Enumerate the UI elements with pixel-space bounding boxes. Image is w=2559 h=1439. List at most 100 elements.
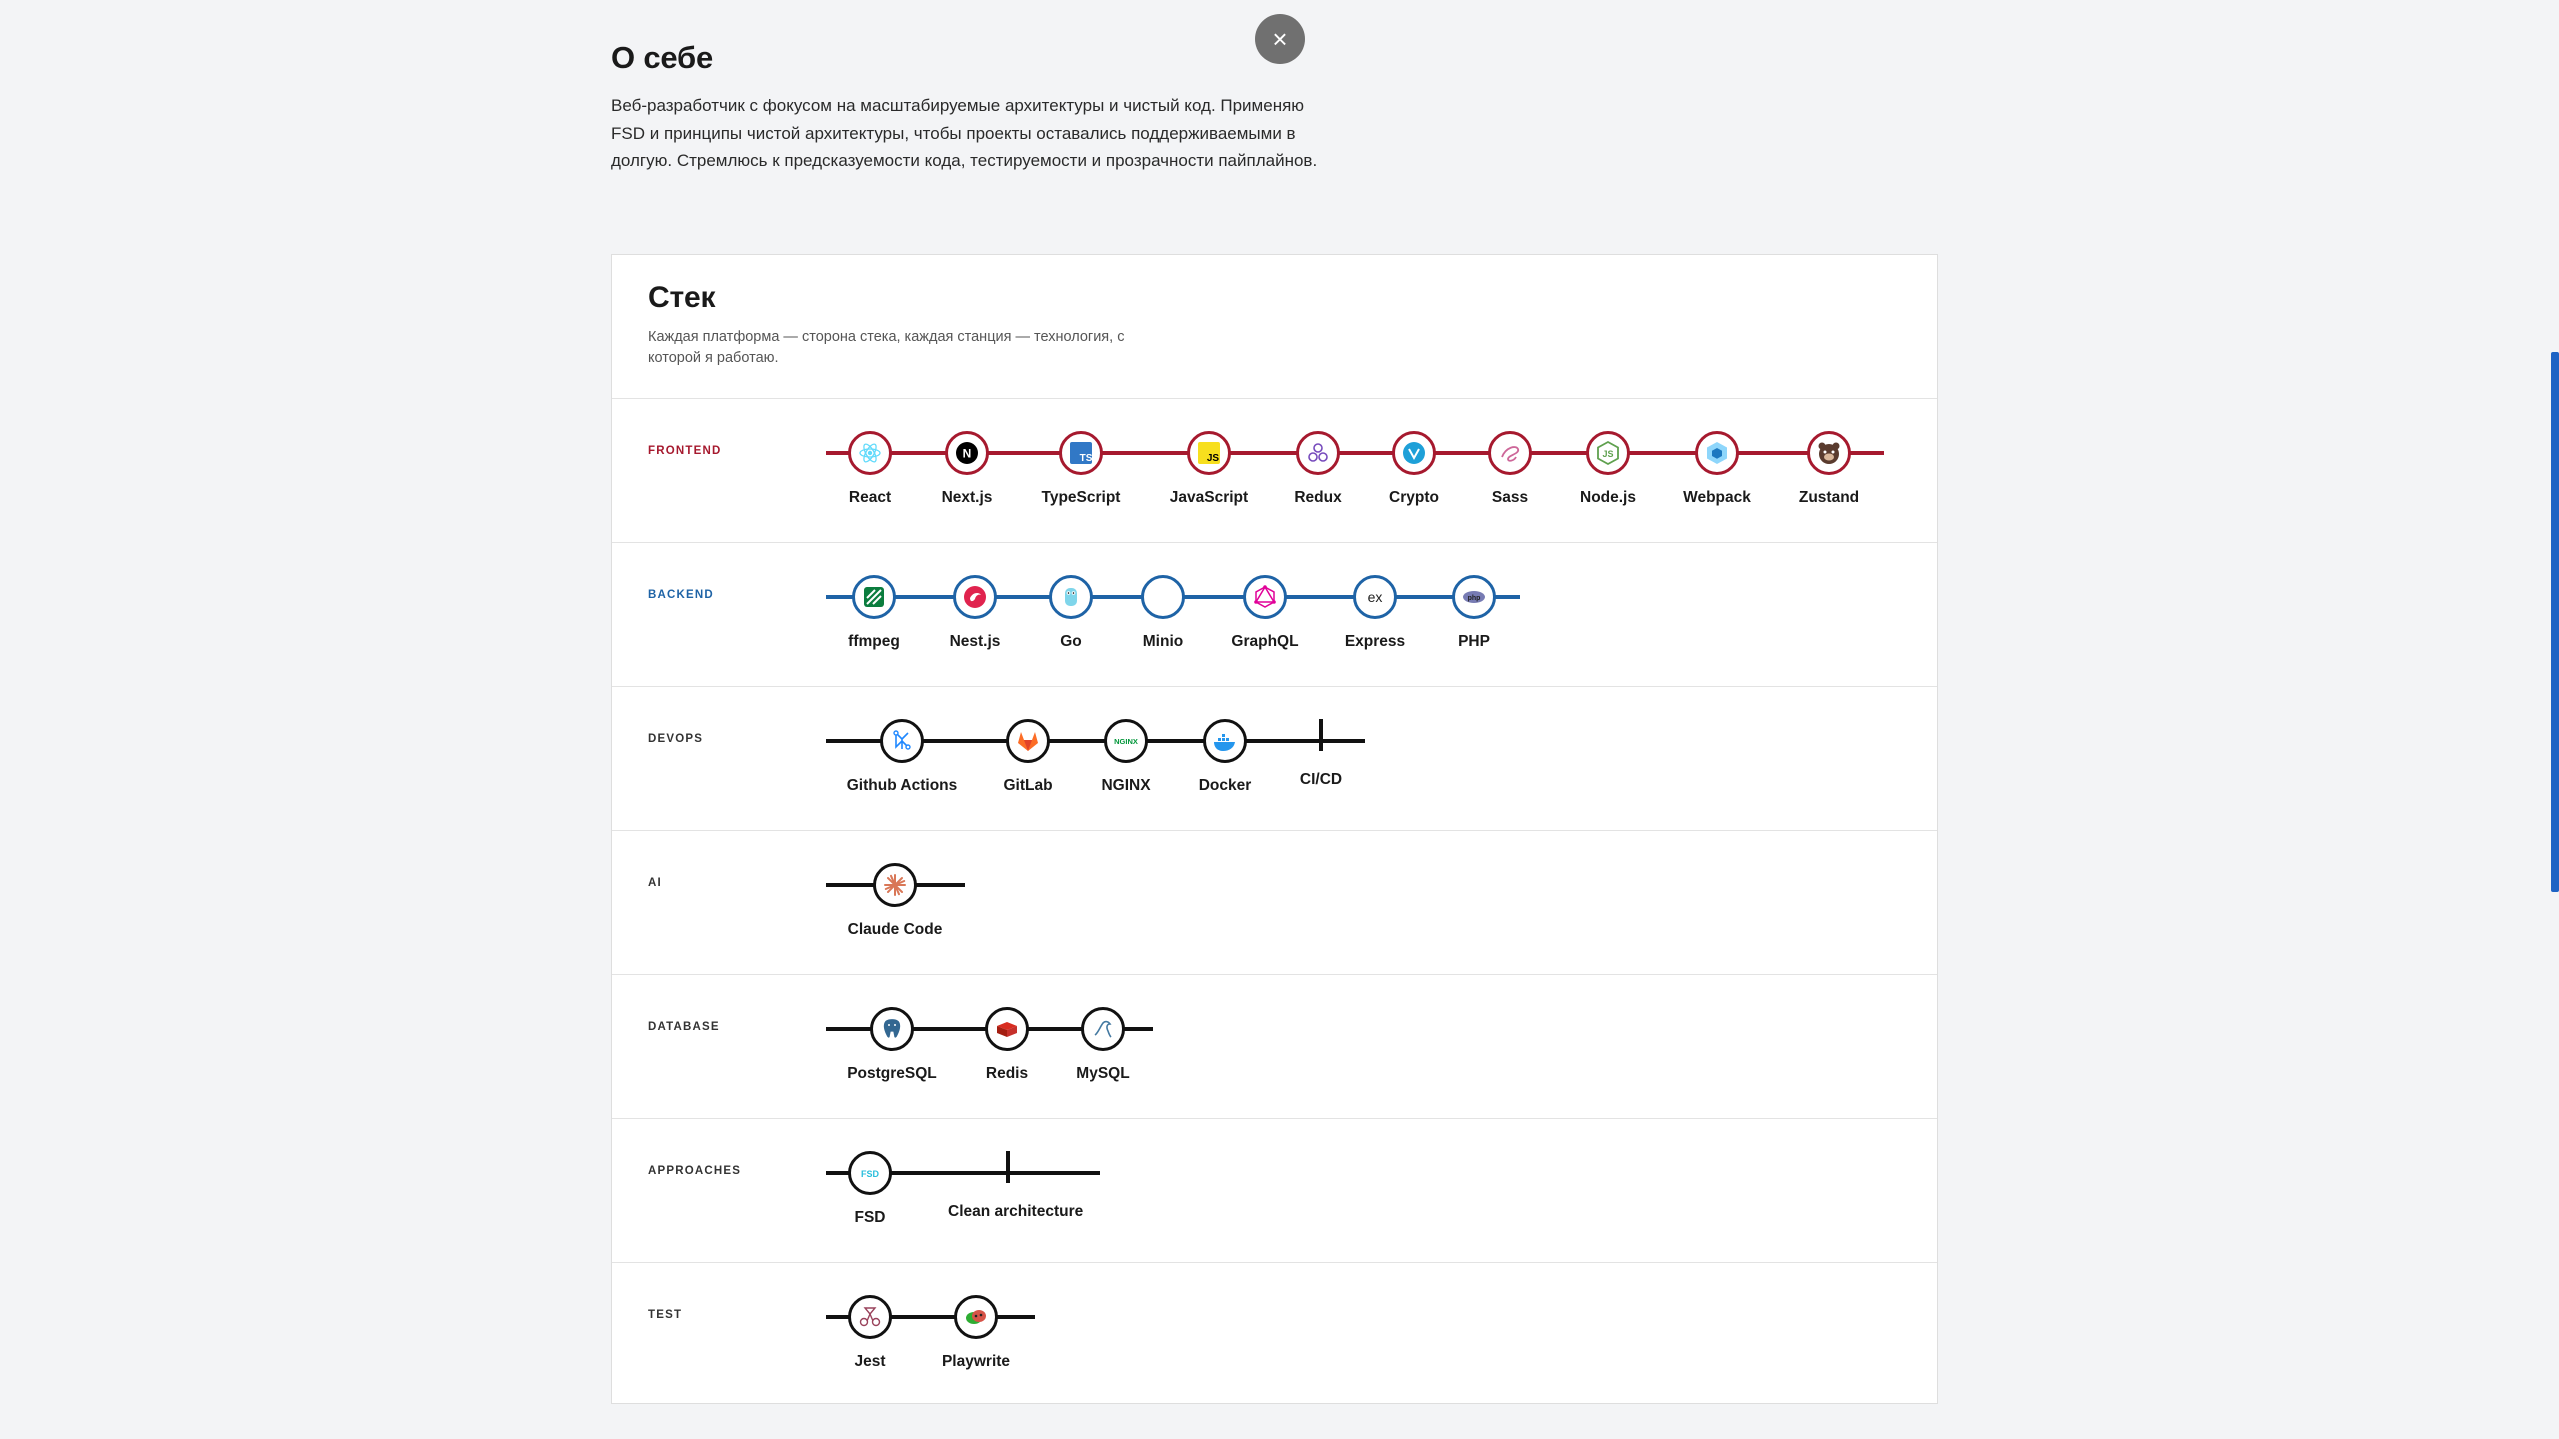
redux-icon: [1304, 439, 1332, 467]
svg-text:ex: ex: [1368, 589, 1383, 605]
station[interactable]: JS JavaScript: [1149, 431, 1269, 507]
station-circle[interactable]: [870, 1007, 914, 1051]
station-circle[interactable]: ex: [1353, 575, 1397, 619]
station[interactable]: Playwrite: [916, 1295, 1036, 1371]
station-circle[interactable]: [985, 1007, 1029, 1051]
station-circle[interactable]: TS: [1059, 431, 1103, 475]
metro-line: [826, 1171, 1100, 1175]
station-circle[interactable]: [880, 719, 924, 763]
station-circle[interactable]: [873, 863, 917, 907]
station[interactable]: MySQL: [1043, 1007, 1163, 1083]
station-circle[interactable]: [1203, 719, 1247, 763]
row-label: TEST: [648, 1309, 683, 1321]
station-label: Redis: [985, 1065, 1029, 1082]
station-circle[interactable]: [1049, 575, 1093, 619]
station-circle[interactable]: N: [945, 431, 989, 475]
station[interactable]: GraphQL: [1205, 575, 1325, 651]
station[interactable]: Crypto: [1354, 431, 1474, 507]
station[interactable]: Minio: [1103, 575, 1223, 651]
station[interactable]: Go: [1011, 575, 1131, 651]
station-circle[interactable]: FSD: [848, 1151, 892, 1195]
station[interactable]: Jest: [810, 1295, 930, 1371]
stack-row-database: DATABASE PostgreSQL Redis MySQL: [612, 975, 1937, 1119]
github-actions-icon: [888, 727, 916, 755]
stack-title: Стек: [648, 281, 716, 314]
scrollbar[interactable]: [2551, 352, 2559, 892]
station-label: Playwrite: [941, 1353, 1011, 1370]
station[interactable]: FSD FSD: [810, 1151, 930, 1227]
station-circle[interactable]: [1695, 431, 1739, 475]
station-circle[interactable]: [1488, 431, 1532, 475]
station[interactable]: Clean architecture: [948, 1151, 1083, 1221]
gitlab-icon: [1014, 727, 1042, 755]
station-label: PostgreSQL: [847, 1065, 937, 1082]
station-circle[interactable]: JS: [1586, 431, 1630, 475]
station-circle[interactable]: [1296, 431, 1340, 475]
row-label: AI: [648, 877, 662, 889]
station-circle[interactable]: [1006, 719, 1050, 763]
station-circle[interactable]: [848, 1295, 892, 1339]
station-circle[interactable]: [1243, 575, 1287, 619]
station[interactable]: GitLab: [968, 719, 1088, 795]
station[interactable]: Nest.js: [915, 575, 1035, 651]
minio-icon: [1149, 583, 1177, 611]
station[interactable]: ffmpeg: [814, 575, 934, 651]
station[interactable]: Webpack: [1657, 431, 1777, 507]
station[interactable]: Docker: [1165, 719, 1285, 795]
station-spacer: [1261, 719, 1381, 757]
about-text: Веб-разработчик с фокусом на масштабируе…: [611, 96, 1318, 170]
station-circle[interactable]: [954, 1295, 998, 1339]
station-label: Zustand: [1798, 489, 1860, 506]
station-label: Go: [1060, 633, 1082, 650]
station[interactable]: Claude Code: [835, 863, 955, 939]
graphql-icon: [1251, 583, 1279, 611]
station[interactable]: React: [810, 431, 930, 507]
react-icon: [856, 439, 884, 467]
station-spacer: [948, 1151, 1068, 1189]
stack-row-backend: BACKEND ffmpeg Nest.js Go Minio GraphQL ex Expr…: [612, 543, 1937, 687]
station[interactable]: NGINX NGINX: [1066, 719, 1186, 795]
station-label: Crypto: [1389, 489, 1439, 506]
metro-line: [826, 451, 1884, 455]
station[interactable]: Github Actions: [842, 719, 962, 795]
station[interactable]: Sass: [1450, 431, 1570, 507]
station-circle[interactable]: [1807, 431, 1851, 475]
station-circle[interactable]: [852, 575, 896, 619]
station[interactable]: TS TypeScript: [1021, 431, 1141, 507]
row-label: BACKEND: [648, 589, 714, 601]
station-label: CI/CD: [1299, 771, 1343, 788]
station[interactable]: Zustand: [1769, 431, 1889, 507]
nodejs-icon: JS: [1594, 439, 1622, 467]
station[interactable]: PostgreSQL: [832, 1007, 952, 1083]
station-label: GitLab: [1003, 777, 1053, 794]
station[interactable]: JS Node.js: [1548, 431, 1668, 507]
station-circle[interactable]: JS: [1187, 431, 1231, 475]
station-label: Sass: [1491, 489, 1529, 506]
station[interactable]: CI/CD: [1261, 719, 1381, 789]
station-label: Node.js: [1580, 489, 1636, 506]
station-circle[interactable]: [848, 431, 892, 475]
station-circle[interactable]: [1392, 431, 1436, 475]
svg-text:N: N: [963, 447, 972, 461]
station[interactable]: ex Express: [1315, 575, 1435, 651]
station-label: Redux: [1294, 489, 1342, 506]
go-icon: [1057, 583, 1085, 611]
station[interactable]: Redis: [947, 1007, 1067, 1083]
station-circle[interactable]: [953, 575, 997, 619]
station-circle[interactable]: php: [1452, 575, 1496, 619]
stack-card: Стек Каждая платформа — сторона стека, к…: [611, 254, 1938, 1404]
close-icon[interactable]: ×: [1272, 24, 1288, 54]
close-button[interactable]: ×: [1255, 14, 1305, 64]
station-circle[interactable]: [1141, 575, 1185, 619]
station[interactable]: Redux: [1258, 431, 1378, 507]
jest-icon: [856, 1303, 884, 1331]
crypto-icon: [1400, 439, 1428, 467]
station-circle[interactable]: NGINX: [1104, 719, 1148, 763]
station-circle[interactable]: [1081, 1007, 1125, 1051]
metro-line: [826, 1315, 1035, 1319]
stack-header: Стек Каждая платформа — сторона стека, к…: [612, 255, 1937, 399]
fsd-icon: FSD: [856, 1159, 884, 1187]
station[interactable]: N Next.js: [907, 431, 1027, 507]
station-label: NGINX: [1101, 777, 1151, 794]
station[interactable]: php PHP: [1414, 575, 1534, 651]
